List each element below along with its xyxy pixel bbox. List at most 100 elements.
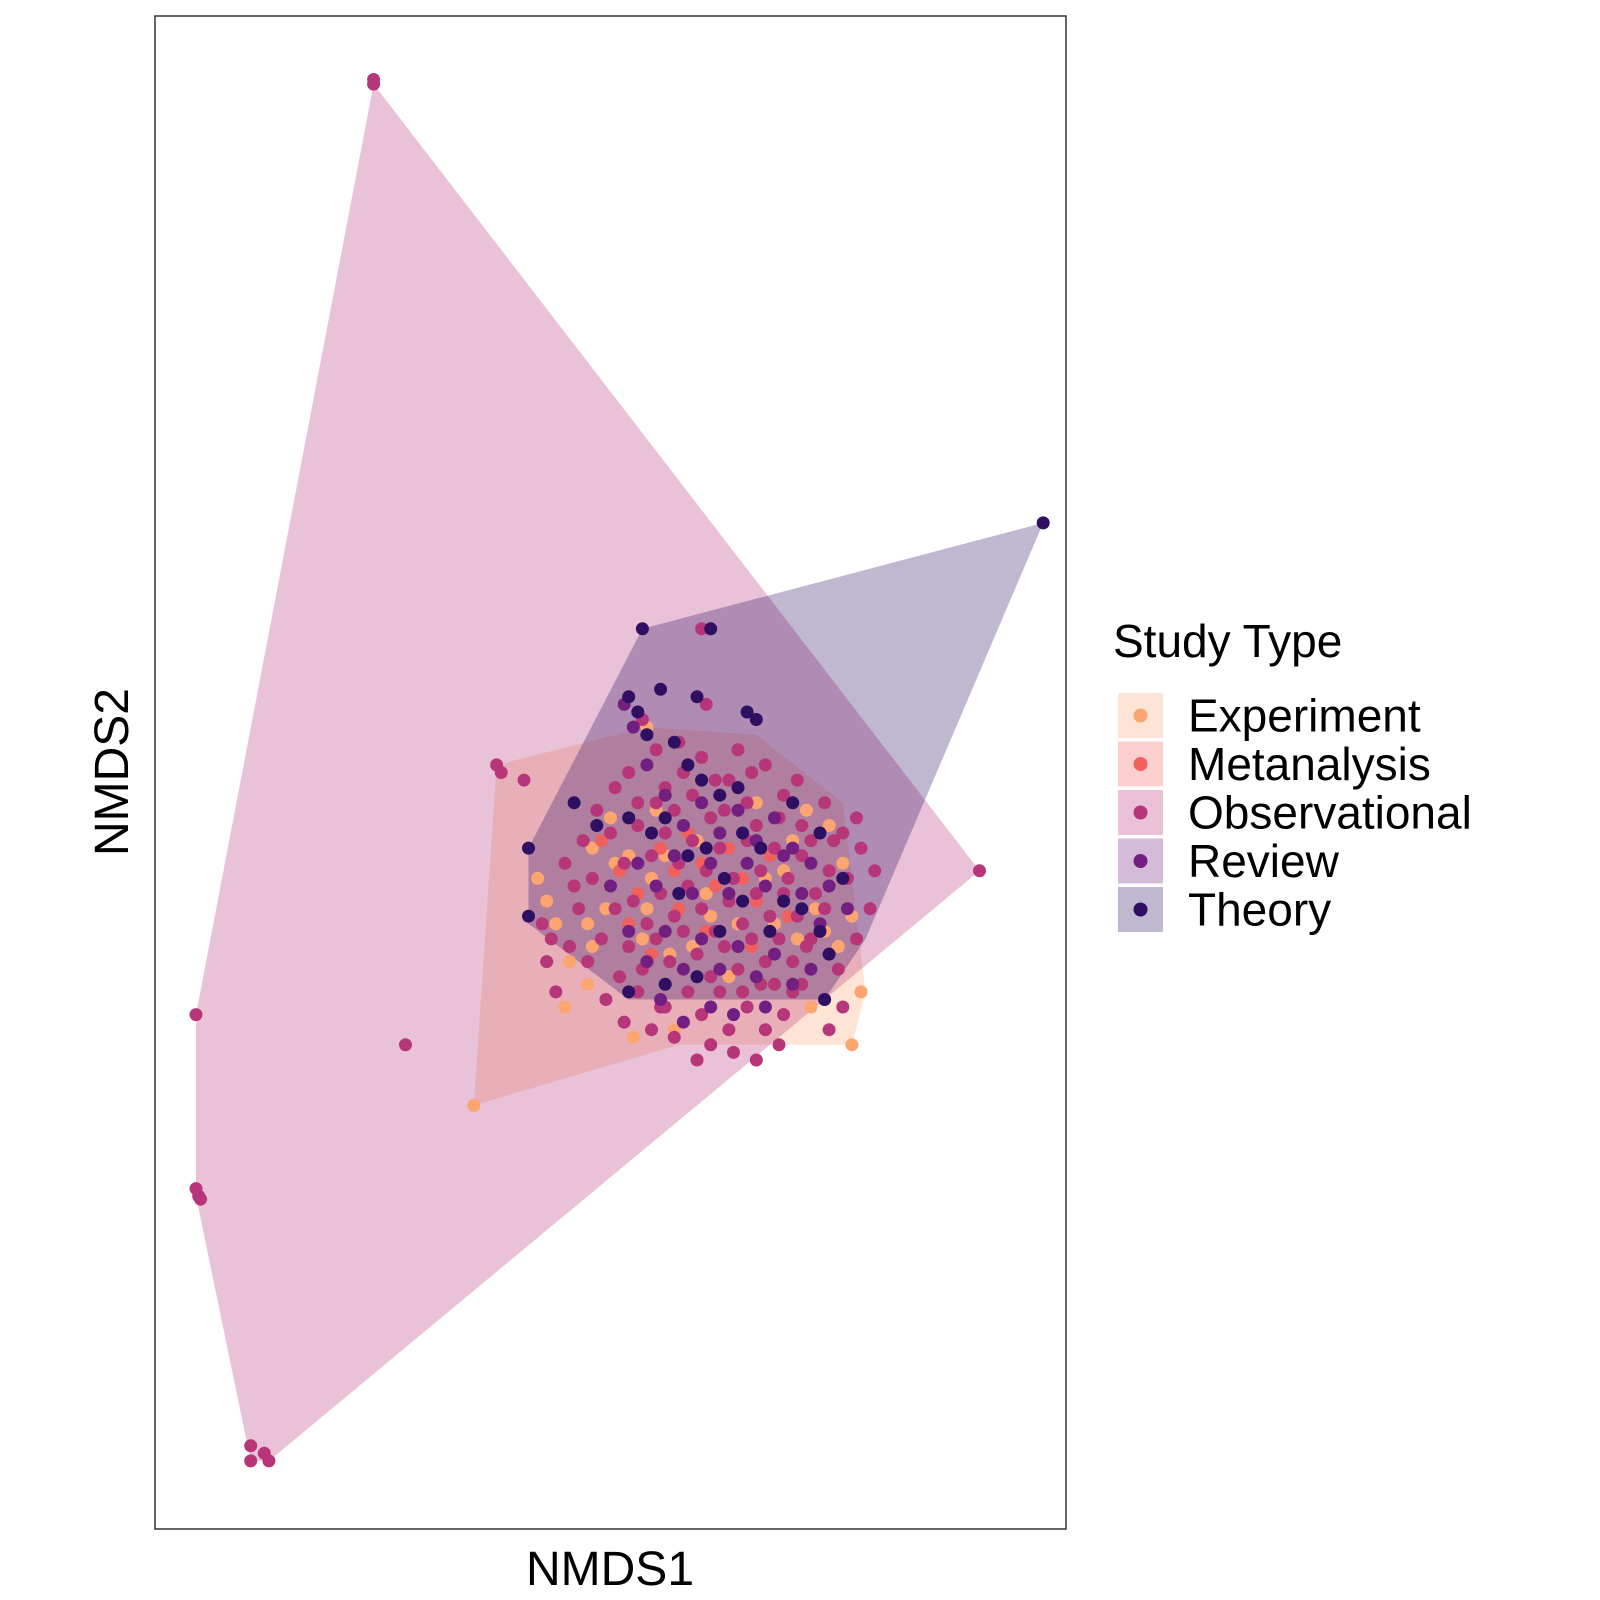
point-theory bbox=[736, 894, 750, 908]
point-review bbox=[840, 902, 854, 916]
point-review bbox=[731, 940, 745, 953]
point-layer bbox=[189, 73, 1050, 1468]
hull-observational bbox=[196, 84, 980, 1461]
point-observational bbox=[645, 1023, 658, 1037]
point-theory bbox=[690, 970, 704, 984]
point-review bbox=[777, 849, 791, 863]
point-review bbox=[786, 977, 800, 991]
point-observational bbox=[768, 841, 781, 855]
point-observational bbox=[617, 1015, 631, 1029]
point-observational bbox=[758, 955, 772, 969]
point-experiment bbox=[626, 1030, 640, 1044]
point-experiment bbox=[699, 887, 713, 900]
point-theory bbox=[822, 947, 836, 961]
point-theory bbox=[713, 924, 727, 938]
point-review bbox=[713, 826, 727, 840]
point-observational bbox=[795, 819, 809, 832]
point-theory bbox=[681, 758, 695, 772]
point-metanalysis bbox=[722, 841, 736, 855]
legend-marker-observational bbox=[1133, 805, 1148, 820]
point-experiment bbox=[581, 977, 595, 991]
point-observational bbox=[745, 932, 759, 946]
point-observational bbox=[608, 781, 622, 795]
series-theory bbox=[522, 516, 1050, 1006]
point-experiment bbox=[845, 1038, 859, 1052]
point-theory bbox=[813, 924, 827, 938]
point-metanalysis bbox=[594, 834, 608, 848]
point-observational bbox=[695, 750, 709, 764]
point-observational bbox=[613, 970, 627, 984]
point-observational bbox=[790, 773, 804, 787]
point-theory bbox=[786, 796, 800, 810]
point-observational bbox=[604, 826, 617, 840]
point-observational bbox=[649, 743, 663, 757]
plot-border bbox=[154, 15, 1067, 1530]
point-observational bbox=[622, 766, 636, 779]
legend-label-review: Review bbox=[1188, 835, 1340, 887]
point-observational bbox=[854, 841, 868, 855]
point-review bbox=[795, 887, 809, 900]
point-observational bbox=[244, 1439, 258, 1453]
point-theory bbox=[777, 894, 791, 908]
point-observational bbox=[667, 1030, 681, 1044]
point-theory bbox=[795, 902, 809, 916]
point-experiment bbox=[799, 803, 813, 817]
point-observational bbox=[667, 803, 681, 817]
point-review bbox=[604, 879, 617, 893]
point-theory bbox=[763, 924, 777, 938]
point-observational bbox=[827, 834, 841, 848]
point-observational bbox=[549, 985, 563, 999]
point-observational bbox=[699, 697, 713, 711]
point-observational bbox=[622, 940, 636, 953]
point-review bbox=[758, 879, 772, 893]
point-theory bbox=[836, 871, 850, 885]
point-theory bbox=[622, 811, 636, 825]
point-theory bbox=[622, 690, 636, 704]
point-review bbox=[822, 879, 836, 893]
point-theory bbox=[672, 887, 686, 900]
point-observational bbox=[244, 1454, 258, 1468]
point-review bbox=[654, 993, 668, 1006]
point-observational bbox=[617, 856, 631, 870]
point-theory bbox=[522, 841, 535, 855]
point-observational bbox=[740, 1000, 754, 1014]
point-observational bbox=[836, 826, 850, 840]
point-observational bbox=[822, 1023, 836, 1037]
point-experiment bbox=[599, 902, 613, 916]
point-observational bbox=[777, 1008, 791, 1022]
point-theory bbox=[717, 871, 731, 885]
point-observational bbox=[649, 796, 663, 810]
plot-panel bbox=[155, 16, 1066, 1529]
point-observational bbox=[818, 902, 832, 916]
point-observational bbox=[717, 803, 731, 817]
point-review bbox=[727, 1008, 740, 1022]
point-observational bbox=[786, 955, 800, 969]
point-review bbox=[804, 856, 818, 870]
point-theory bbox=[622, 985, 636, 999]
point-metanalysis bbox=[654, 841, 668, 855]
point-observational bbox=[399, 1038, 412, 1052]
x-axis-title: NMDS1 bbox=[526, 1543, 694, 1596]
point-observational bbox=[754, 864, 768, 878]
point-experiment bbox=[822, 819, 836, 832]
point-observational bbox=[262, 1454, 276, 1468]
point-theory bbox=[590, 819, 604, 832]
point-observational bbox=[749, 819, 763, 832]
point-review bbox=[658, 924, 672, 938]
point-observational bbox=[713, 985, 727, 999]
point-review bbox=[640, 758, 654, 772]
point-observational bbox=[686, 788, 699, 802]
legend-item-observational: Observational bbox=[1118, 787, 1472, 839]
point-experiment bbox=[722, 970, 736, 984]
point-observational bbox=[777, 788, 791, 802]
point-observational bbox=[663, 955, 677, 969]
point-observational bbox=[818, 796, 832, 810]
point-observational bbox=[749, 1053, 763, 1067]
point-observational bbox=[973, 864, 986, 878]
point-observational bbox=[690, 947, 704, 961]
point-observational bbox=[631, 796, 645, 810]
point-observational bbox=[804, 834, 818, 848]
point-observational bbox=[704, 970, 718, 984]
point-observational bbox=[695, 902, 709, 916]
legend-title: Study Type bbox=[1113, 615, 1342, 667]
